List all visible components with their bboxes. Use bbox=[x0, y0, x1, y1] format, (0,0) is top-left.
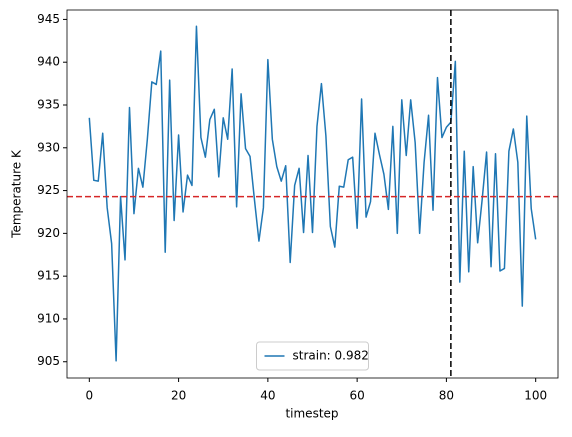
legend-label: strain: 0.982 bbox=[293, 349, 369, 363]
y-tick-label: 915 bbox=[37, 269, 60, 283]
x-tick-label: 20 bbox=[171, 389, 186, 403]
x-tick-label: 40 bbox=[260, 389, 275, 403]
y-tick-label: 930 bbox=[37, 140, 60, 154]
y-tick-label: 905 bbox=[37, 354, 60, 368]
x-tick-label: 60 bbox=[349, 389, 364, 403]
y-tick-label: 925 bbox=[37, 183, 60, 197]
y-tick-label: 940 bbox=[37, 55, 60, 69]
y-tick-label: 920 bbox=[37, 226, 60, 240]
x-axis-label: timestep bbox=[285, 407, 338, 421]
y-tick-label: 935 bbox=[37, 97, 60, 111]
axes-frame bbox=[66, 9, 559, 379]
x-tick-label: 80 bbox=[439, 389, 454, 403]
y-tick-label: 910 bbox=[37, 311, 60, 325]
y-axis-label: Temperature K bbox=[10, 149, 24, 239]
x-tick-label: 100 bbox=[524, 389, 547, 403]
y-tick-label: 945 bbox=[37, 12, 60, 26]
data-line bbox=[88, 25, 537, 362]
legend-box bbox=[256, 341, 369, 371]
x-tick-label: 0 bbox=[85, 389, 93, 403]
